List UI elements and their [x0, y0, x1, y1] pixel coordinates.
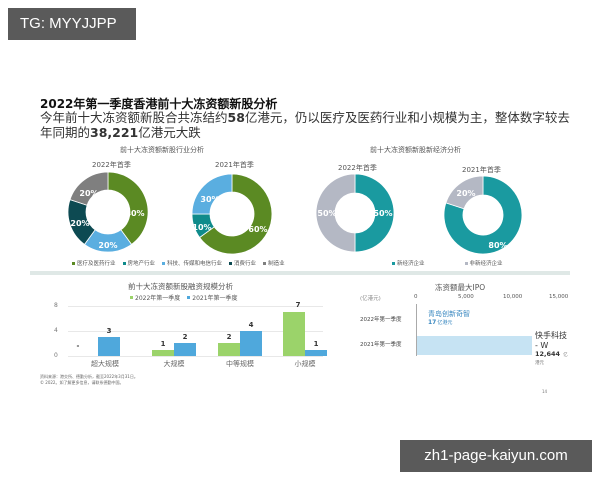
industry-2021-donut: 60% 10% 30% [191, 173, 273, 255]
bar-2021-medium [240, 331, 262, 356]
scale-chart-title: 前十大冻资额新股融资规模分析 [128, 282, 233, 291]
y-tick-0: 0 [54, 352, 58, 359]
x-tick-0: 0 [414, 294, 418, 300]
ipo-company-2021: 快手科技 - W [535, 331, 567, 350]
ipo-annotation-2022: 青岛创新奇智 17亿港元 [428, 309, 470, 326]
neweco-2021-donut: 80% 20% [443, 175, 523, 255]
watermark-top: TG: MYYJJPP [8, 8, 136, 40]
largest-ipo-chart: 冻资额最大IPO (亿港元) 0 5,000 10,000 15,000 202… [330, 275, 570, 400]
ipo-annotation-2021: 快手科技 - W 12,644 亿港元 [535, 330, 570, 366]
ipo-company-2022: 青岛创新奇智 [428, 310, 470, 318]
bar-2021-large [174, 343, 196, 356]
industry-2022-label: 2022年首季 [92, 161, 131, 169]
legend-item-2022: 2022年第一季度 [130, 293, 180, 302]
category-label-xl: 超大规模 [91, 360, 119, 368]
y-tick-8: 8 [54, 302, 58, 309]
ipo-chart-title: 冻资额最大IPO [435, 283, 486, 292]
bar-2022-large [152, 350, 174, 356]
svg-text:30%: 30% [200, 195, 219, 204]
neweco-2022-label: 2022年首季 [338, 164, 377, 172]
legend-swatch [464, 261, 468, 265]
svg-text:20%: 20% [98, 241, 117, 250]
page-title: 2022年第一季度香港前十大冻资额新股分析 [40, 97, 278, 111]
bar-value-2021-small: 1 [313, 340, 319, 348]
bar-value-2022-small: 7 [295, 301, 301, 309]
category-label-small: 小规模 [294, 360, 316, 368]
ipo-bar-2021 [417, 336, 532, 355]
bar-value-2021-medium: 4 [248, 321, 254, 329]
svg-text:10%: 10% [192, 223, 211, 232]
scale-legend: 2022年第一季度 2021年第一季度 [130, 293, 238, 302]
bar-2021-xl [98, 337, 120, 356]
neweco-2021-label: 2021年首季 [462, 166, 501, 174]
legend-item-consumer: 消费行业 [229, 259, 256, 267]
ipo-y-axis [416, 304, 417, 356]
neweco-2022-donut: 50% 50% [315, 173, 395, 253]
watermark-bottom: zh1-page-kaiyun.com [400, 440, 592, 472]
ipo-row-2021: 2021年第一季度 [360, 342, 402, 348]
legend-item-non-new-economy: 非新经济企业 [464, 259, 503, 267]
bar-value-2021-large: 2 [182, 333, 188, 341]
industry-legend: 医疗及医药行业 房地产行业 科技、传媒和电信行业 消费行业 制造业 [72, 259, 285, 267]
svg-text:50%: 50% [373, 209, 392, 218]
gridline [68, 331, 323, 332]
page-subtitle: 今年前十大冻资额新股合共冻结约58亿港元，仍以医疗及医药行业和小规模为主，整体数… [40, 110, 570, 140]
ipo-row-2022: 2022年第一季度 [360, 317, 402, 323]
neweco-legend: 新经济企业 非新经济企业 [392, 259, 503, 267]
bar-value-2021-xl: 3 [106, 327, 112, 335]
legend-item-new-economy: 新经济企业 [392, 259, 425, 267]
legend-item-realestate: 房地产行业 [122, 259, 155, 267]
industry-2021-label: 2021年首季 [215, 161, 254, 169]
industry-chart-title: 前十大冻资额新股行业分析 [120, 146, 204, 154]
svg-text:40%: 40% [125, 209, 144, 218]
svg-text:20%: 20% [79, 189, 98, 198]
neweco-chart-title: 前十大冻资额新股新经济分析 [370, 146, 461, 154]
legend-swatch [122, 261, 126, 265]
legend-item-manufacturing: 制造业 [263, 259, 285, 267]
category-label-medium: 中等规模 [226, 360, 254, 368]
bar-2022-small [283, 312, 305, 356]
category-label-large: 大规模 [163, 360, 185, 368]
page-number: 14 [542, 389, 548, 394]
legend-item-medical: 医疗及医药行业 [72, 259, 116, 267]
section-divider [30, 271, 570, 275]
source-note: 资料来源：港交所、德勤分析，截至2022年3月31日。 © 2022。如了解更多信… [40, 374, 138, 385]
legend-swatch [263, 261, 267, 265]
scale-bar-chart: 前十大冻资额新股融资规模分析 2022年第一季度 2021年第一季度 8 4 0… [40, 275, 330, 400]
svg-text:60%: 60% [248, 225, 267, 234]
y-tick-4: 4 [54, 327, 58, 334]
gridline [68, 356, 323, 357]
legend-swatch [187, 296, 191, 299]
bar-value-2022-medium: 2 [226, 333, 232, 341]
slide: 2022年第一季度香港前十大冻资额新股分析 今年前十大冻资额新股合共冻结约58亿… [30, 60, 570, 440]
gridline [68, 306, 323, 307]
industry-2022-donut: 40% 20% 20% 20% [67, 171, 149, 253]
svg-text:50%: 50% [317, 209, 336, 218]
svg-text:80%: 80% [488, 241, 507, 250]
legend-item-tech: 科技、传媒和电信行业 [162, 259, 222, 267]
x-tick-5000: 5,000 [458, 294, 474, 300]
svg-text:20%: 20% [456, 189, 475, 198]
ipo-value-2021: 12,644 亿港元 [535, 350, 568, 366]
ipo-value-2022: 17亿港元 [428, 319, 453, 326]
svg-text:20%: 20% [70, 219, 89, 228]
legend-swatch [229, 261, 233, 265]
legend-item-2021: 2021年第一季度 [187, 293, 238, 302]
legend-swatch [162, 261, 166, 265]
ipo-unit-label: (亿港元) [360, 296, 381, 302]
bar-value-2022-xl: - [76, 342, 80, 350]
bar-2021-small [305, 350, 327, 356]
legend-swatch [130, 296, 133, 299]
legend-swatch [392, 261, 395, 265]
x-tick-10000: 10,000 [503, 294, 523, 300]
bar-2022-medium [218, 343, 240, 356]
x-tick-15000: 15,000 [549, 294, 569, 300]
legend-swatch [72, 261, 75, 265]
bar-value-2022-large: 1 [160, 340, 166, 348]
